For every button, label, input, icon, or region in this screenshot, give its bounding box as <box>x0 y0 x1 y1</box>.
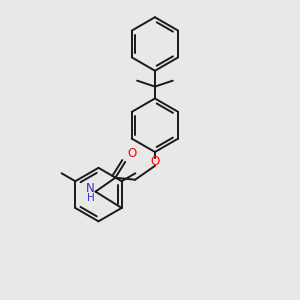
Text: H: H <box>87 193 94 202</box>
Text: O: O <box>150 155 160 168</box>
Text: N: N <box>86 182 94 195</box>
Text: O: O <box>127 147 136 160</box>
